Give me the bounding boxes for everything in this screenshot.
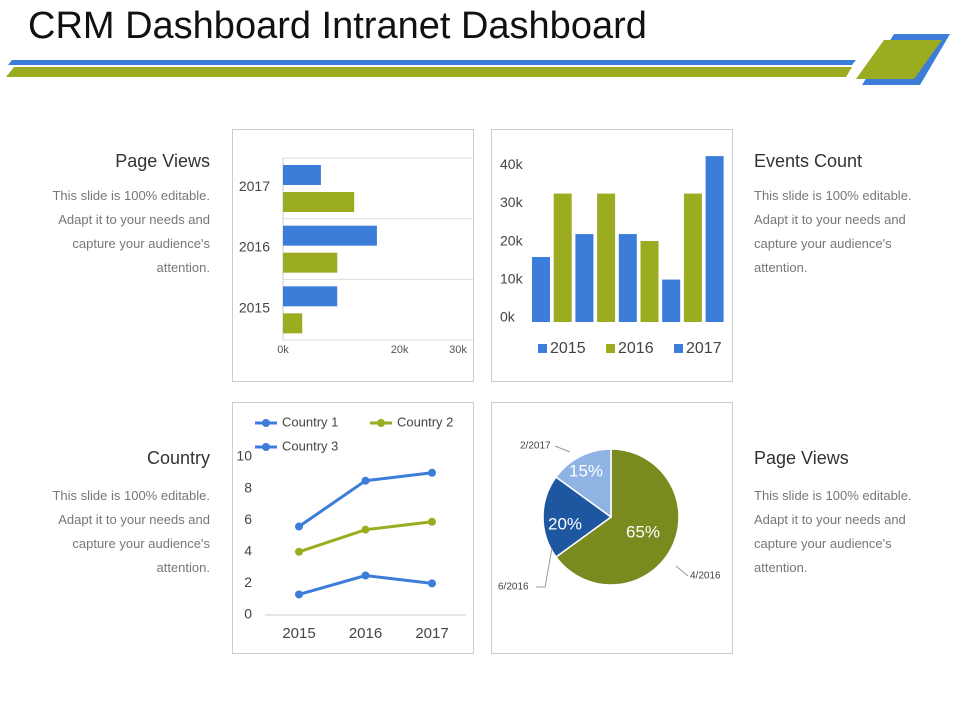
- value-label: 20%: [548, 514, 582, 533]
- y-tick-label: 0: [244, 606, 252, 622]
- panel: [232, 129, 474, 382]
- legend-label: Country 3: [282, 438, 338, 453]
- point: [361, 525, 370, 534]
- point: [361, 571, 370, 580]
- description: This slide is 100% editable. Adapt it to…: [754, 188, 912, 275]
- bar: [532, 257, 550, 322]
- deco: [856, 40, 942, 79]
- slice: [542, 475, 613, 559]
- legend-swatch: [606, 344, 615, 353]
- legend-label: Country 2: [397, 414, 453, 429]
- x-tick-label: 2017: [415, 625, 448, 642]
- y-tick-label: 4: [244, 543, 252, 559]
- legend-marker: [262, 419, 270, 427]
- stripe: [8, 60, 856, 65]
- legend-label: Country 1: [282, 414, 338, 429]
- slice: [554, 448, 612, 519]
- title: CRM Dashboard Intranet Dashboard: [28, 5, 647, 47]
- slice: [554, 448, 680, 586]
- legend-marker: [262, 443, 270, 451]
- stripe: [6, 67, 852, 77]
- bar: [283, 192, 355, 212]
- y-tick-label: 6: [244, 511, 252, 527]
- panel: [491, 402, 733, 654]
- leader-line: [675, 565, 689, 577]
- legend-marker: [377, 419, 385, 427]
- panel: [232, 402, 474, 654]
- legend-label: 2016: [618, 340, 654, 357]
- y-tick-label: 2: [244, 574, 252, 590]
- x-tick-label: 2016: [349, 625, 382, 642]
- legend-label: 2015: [550, 340, 586, 357]
- bar: [662, 279, 681, 322]
- panel: [491, 129, 733, 382]
- heading: Country: [146, 448, 210, 468]
- point: [428, 517, 436, 526]
- point: [295, 547, 303, 556]
- bar: [575, 234, 594, 322]
- legend-swatch: [674, 344, 683, 353]
- y-tick-label: 2016: [239, 239, 270, 255]
- y-tick-label: 10k: [500, 270, 524, 286]
- point: [295, 522, 303, 531]
- y-tick-label: 10: [236, 448, 252, 464]
- bar: [618, 234, 637, 322]
- description: This slide is 100% editable. Adapt it to…: [754, 488, 912, 575]
- bar: [683, 193, 702, 322]
- y-tick-label: 30k: [500, 194, 524, 210]
- heading: Events Count: [754, 151, 863, 171]
- x-tick-label: 2015: [282, 625, 315, 642]
- category-label: 4/2016: [690, 571, 721, 582]
- legend-swatch: [538, 344, 547, 353]
- point: [295, 590, 303, 599]
- heading: Page Views: [754, 448, 849, 468]
- leader-line: [536, 547, 553, 588]
- point: [361, 476, 370, 485]
- y-tick-label: 20k: [500, 232, 524, 248]
- bar: [705, 156, 724, 322]
- bar: [553, 193, 572, 322]
- y-tick-label: 40k: [500, 156, 524, 172]
- category-label: 2/2017: [520, 441, 551, 452]
- leader-line: [554, 445, 571, 453]
- x-tick-label: 30k: [449, 344, 467, 356]
- value-label: 65%: [626, 522, 660, 541]
- description: This slide is 100% editable. Adapt it to…: [52, 488, 210, 575]
- y-tick-label: 2015: [239, 299, 270, 315]
- legend-label: 2017: [686, 340, 722, 357]
- bar: [283, 225, 377, 246]
- bar: [597, 193, 616, 322]
- point: [428, 579, 436, 588]
- description: This slide is 100% editable. Adapt it to…: [52, 188, 210, 275]
- category-label: 6/2016: [498, 582, 529, 593]
- x-tick-label: 0k: [277, 344, 289, 356]
- bar: [283, 313, 303, 334]
- heading: Page Views: [115, 151, 210, 171]
- y-tick-label: 2017: [239, 178, 270, 194]
- x-tick-label: 20k: [391, 344, 409, 356]
- y-tick-label: 0k: [500, 309, 516, 325]
- value-label: 15%: [569, 461, 603, 480]
- bar: [283, 165, 321, 185]
- point: [428, 468, 436, 477]
- bar: [283, 286, 338, 307]
- y-tick-label: 8: [244, 479, 252, 495]
- bar: [283, 252, 338, 273]
- bar: [640, 240, 659, 322]
